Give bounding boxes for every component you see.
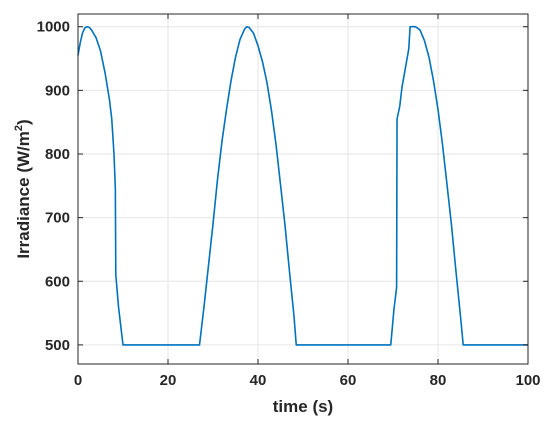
x-axis-title: time (s) [273, 397, 333, 416]
plot-frame [77, 13, 529, 365]
x-axis: 0 20 40 60 80 100 [74, 14, 541, 389]
x-tick-label: 40 [250, 372, 267, 389]
x-tick-label: 0 [74, 372, 82, 389]
y-axis-title-superscript: 2 [13, 125, 25, 131]
series-layer [77, 25, 528, 346]
y-tick-label: 700 [45, 210, 70, 227]
plot-background [78, 14, 528, 364]
x-tick-label: 100 [515, 372, 540, 389]
y-axis-title: Irradiance (W/m2) [13, 119, 33, 258]
x-tick-label: 20 [160, 372, 177, 389]
y-tick-label: 1000 [37, 19, 70, 36]
y-tick-label: 600 [45, 273, 70, 290]
x-tick-label: 80 [430, 372, 447, 389]
y-axis-title-close: ) [14, 119, 33, 125]
y-tick-label: 500 [45, 337, 70, 354]
y-tick-label: 800 [45, 146, 70, 163]
x-tick-label: 60 [340, 372, 357, 389]
grid [77, 14, 529, 364]
y-tick-label: 900 [45, 82, 70, 99]
y-axis: 500 600 700 800 900 1000 [37, 19, 528, 354]
series-line [77, 25, 528, 346]
y-axis-title-main: Irradiance (W/m [14, 131, 33, 259]
